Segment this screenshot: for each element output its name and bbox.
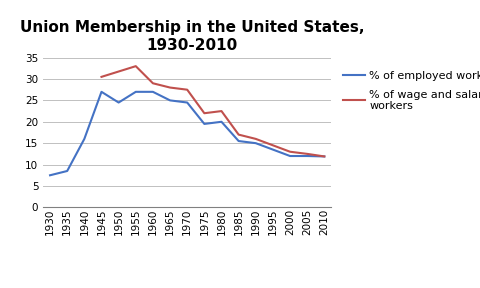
% of employed workers — [82, 137, 87, 141]
% of employed workers — [270, 148, 276, 151]
Text: Union Membership in the United States,
1930-2010: Union Membership in the United States, 1… — [20, 20, 364, 52]
% of wage and salary
workers — [236, 133, 241, 136]
% of wage and salary
workers — [98, 75, 104, 79]
Line: % of employed workers: % of employed workers — [50, 92, 324, 175]
% of wage and salary
workers — [287, 150, 293, 154]
% of wage and salary
workers — [270, 144, 276, 147]
% of employed workers — [64, 169, 70, 173]
% of wage and salary
workers — [133, 65, 139, 68]
Legend: % of employed workers, % of wage and salary
workers: % of employed workers, % of wage and sal… — [343, 71, 480, 111]
Line: % of wage and salary
workers: % of wage and salary workers — [101, 66, 324, 156]
% of wage and salary
workers — [322, 155, 327, 158]
% of wage and salary
workers — [167, 86, 173, 89]
% of employed workers — [150, 90, 156, 94]
% of employed workers — [287, 154, 293, 158]
% of employed workers — [253, 141, 259, 145]
% of wage and salary
workers — [202, 111, 207, 115]
% of wage and salary
workers — [184, 88, 190, 91]
% of employed workers — [184, 101, 190, 104]
% of wage and salary
workers — [150, 82, 156, 85]
% of employed workers — [116, 101, 121, 104]
% of employed workers — [133, 90, 139, 94]
% of employed workers — [304, 154, 310, 158]
% of wage and salary
workers — [253, 137, 259, 141]
% of wage and salary
workers — [304, 152, 310, 156]
% of employed workers — [47, 174, 53, 177]
% of employed workers — [322, 155, 327, 158]
% of employed workers — [218, 120, 224, 124]
% of employed workers — [236, 139, 241, 143]
% of employed workers — [202, 122, 207, 126]
% of employed workers — [98, 90, 104, 94]
% of wage and salary
workers — [218, 109, 224, 113]
% of employed workers — [167, 99, 173, 102]
